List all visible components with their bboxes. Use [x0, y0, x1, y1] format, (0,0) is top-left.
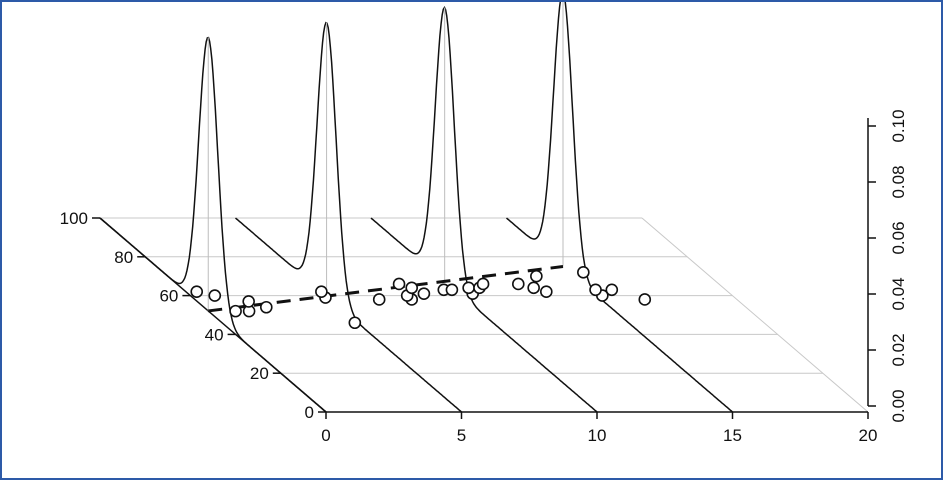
data-point: [577, 266, 590, 279]
data-point: [372, 293, 386, 306]
data-point: [208, 289, 222, 302]
data-point: [242, 295, 255, 308]
data-point: [476, 277, 490, 291]
z-tick-label: 0.02: [889, 333, 908, 366]
data-point: [530, 269, 543, 283]
data-point: [348, 316, 362, 330]
x-tick-label: 0: [321, 426, 330, 445]
data-point: [190, 285, 204, 299]
data-point: [638, 293, 652, 306]
z-tick-label: 0.00: [889, 389, 908, 422]
data-point: [605, 283, 619, 297]
data-point: [462, 281, 475, 295]
data-point: [527, 281, 540, 295]
data-point: [540, 285, 553, 299]
data-points: [190, 266, 652, 330]
data-point: [417, 287, 431, 300]
data-point: [315, 285, 328, 299]
z-tick-label: 0.08: [889, 165, 908, 198]
grid-edge-line: [641, 217, 869, 413]
z-tick-label: 0.04: [889, 277, 908, 310]
axes: [99, 118, 869, 413]
density-curve: [505, 2, 734, 413]
data-point: [229, 304, 242, 318]
x-tick-label: 15: [723, 426, 742, 445]
z-tick-label: 0.10: [889, 109, 908, 142]
z-tick-label: 0.06: [889, 221, 908, 254]
ticks: 0 5 10 15 20 0 20 40 60 80 100 0.00 0.02 0.04 0.06 0.08…: [60, 109, 908, 445]
data-point: [589, 283, 602, 297]
y-tick-label: 80: [114, 248, 133, 267]
y-tick-label: 40: [205, 325, 224, 344]
data-point: [445, 283, 459, 297]
data-point: [405, 281, 419, 295]
y-tick-label: 60: [159, 287, 178, 306]
density-curve: [99, 36, 327, 413]
density-curves: [99, 2, 734, 413]
y-tick-label: 0: [305, 403, 314, 422]
density-curve: [370, 6, 598, 413]
data-point: [511, 277, 525, 291]
y-tick-label: 20: [250, 364, 269, 383]
y-tick-label: 100: [60, 209, 88, 228]
x-tick-label: 10: [588, 426, 607, 445]
density-curve: [234, 21, 463, 413]
x-tick-label: 20: [859, 426, 878, 445]
data-point: [392, 277, 406, 291]
data-point: [259, 300, 273, 314]
x-tick-label: 5: [457, 426, 466, 445]
